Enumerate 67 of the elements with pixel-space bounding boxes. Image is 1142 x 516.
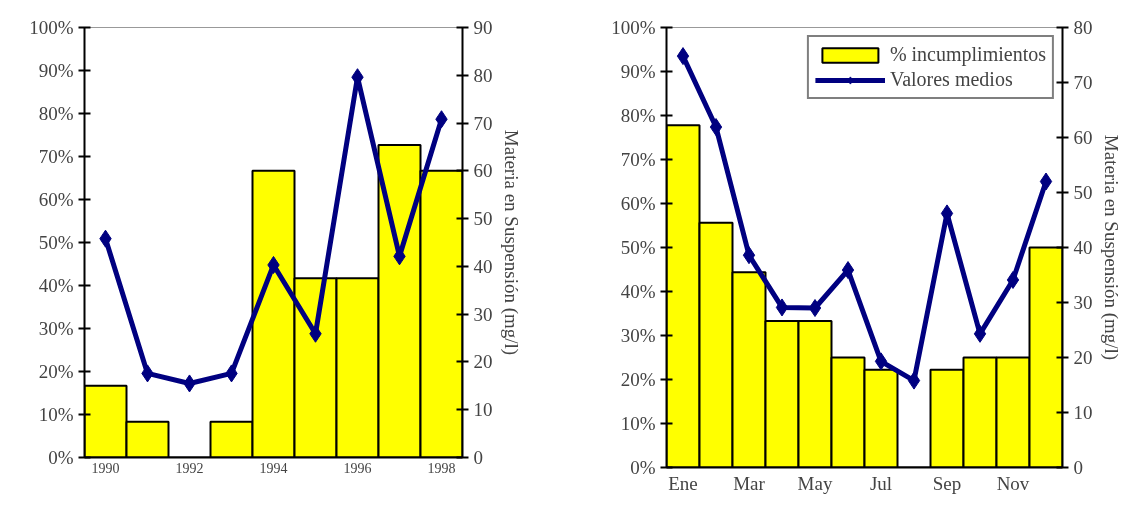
x-tick-label: Mar (733, 472, 766, 494)
y2-tick-label: 80 (473, 64, 493, 86)
y2-tick-label: 10 (1073, 402, 1093, 423)
x-tick-label: 1990 (91, 460, 120, 476)
y2-tick-label: 60 (1073, 127, 1093, 148)
x-tick-label: Ene (668, 472, 698, 494)
y-tick-label: 80% (38, 103, 74, 124)
point (973, 324, 987, 343)
y-tick-label: 10% (38, 404, 74, 425)
y-tick-label: 20% (38, 361, 74, 382)
y-tick-label: 70% (38, 146, 74, 167)
y2-tick-label: 30 (473, 303, 493, 325)
x-tick-label: Jul (869, 472, 893, 494)
y-tick-label: 0% (630, 457, 656, 478)
y-tick-label: 60% (620, 193, 656, 214)
x-tick-label: Sep (932, 472, 962, 494)
y2-axis-title: Materia en Suspensión (mg/l) (1099, 134, 1122, 361)
y2-tick-label: 70 (473, 112, 493, 134)
y-tick-label: 0% (48, 447, 74, 468)
point (676, 47, 690, 66)
y-tick-label: 100% (29, 17, 74, 38)
x-tick-label: Nov (996, 472, 1030, 494)
y2-axis-title: Materia en Suspensión (mg/l) (499, 129, 522, 356)
y2-tick-label: 70 (1073, 72, 1093, 93)
y-tick-label: 70% (620, 149, 656, 170)
point (775, 298, 789, 317)
y2-tick-label: 10 (473, 399, 493, 421)
y2-tick-label: 30 (1073, 292, 1093, 313)
y-tick-label: 50% (620, 237, 656, 258)
y2-tick-label: 50 (1073, 182, 1093, 203)
y-tick-label: 30% (620, 325, 656, 346)
y2-tick-label: 20 (473, 351, 493, 373)
y-tick-label: 100% (611, 17, 656, 38)
y-tick-label: 90% (620, 61, 656, 82)
x-tick-label: 1994 (259, 460, 288, 476)
y2-tick-label: 20 (1073, 347, 1093, 368)
point (1006, 270, 1020, 289)
point (841, 261, 855, 280)
y-tick-label: 80% (620, 105, 656, 126)
y2-tick-label: 40 (473, 255, 493, 277)
y-tick-label: 40% (38, 275, 74, 296)
y-tick-label: 40% (620, 281, 656, 302)
point (1039, 172, 1053, 191)
y2-tick-label: 0 (1073, 457, 1083, 478)
y-tick-label: 50% (38, 232, 74, 253)
y-tick-label: 90% (38, 60, 74, 81)
y2-tick-label: 60 (473, 160, 493, 182)
y2-tick-label: 0 (473, 447, 483, 468)
point (709, 118, 723, 137)
y-tick-label: 10% (620, 413, 656, 434)
y2-tick-label: 50 (473, 208, 493, 230)
y-tick-label: 20% (620, 369, 656, 390)
y2-tick-label: 90 (473, 17, 493, 38)
x-tick-label: May (797, 472, 833, 494)
x-tick-label: 1998 (427, 460, 456, 476)
legend-label: % incumplimientos (889, 43, 1046, 66)
y-tick-label: 60% (38, 189, 74, 210)
x-tick-label: 1996 (343, 460, 372, 476)
point (808, 299, 822, 317)
point (874, 352, 888, 371)
legend-label: Valores medios (889, 68, 1013, 91)
y2-tick-label: 80 (1073, 17, 1093, 38)
x-tick-label: 1992 (175, 460, 204, 476)
y2-tick-label: 40 (1073, 237, 1093, 258)
point (742, 246, 756, 265)
y-tick-label: 30% (38, 318, 74, 339)
point (907, 371, 921, 390)
